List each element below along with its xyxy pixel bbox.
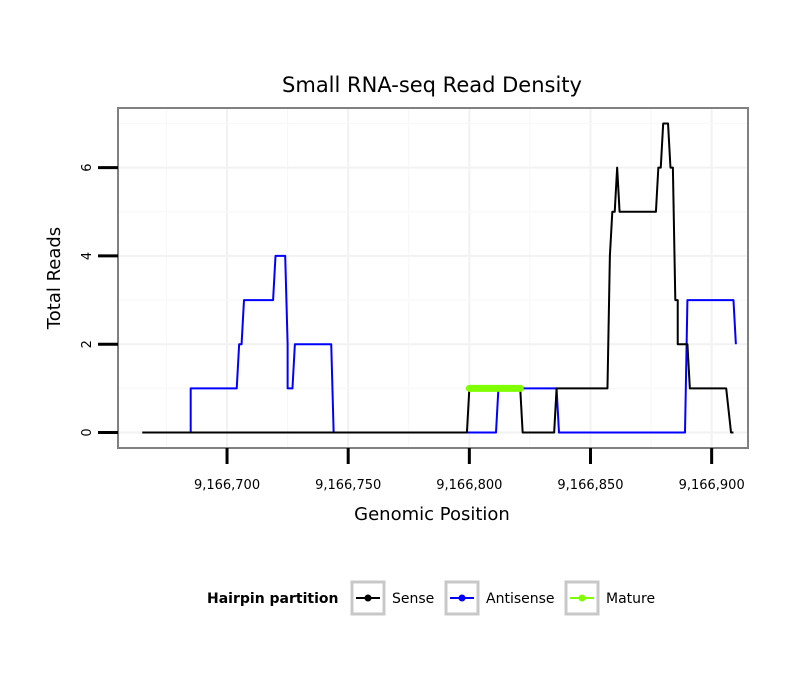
legend-key-dot xyxy=(458,594,466,602)
y-tick-label: 6 xyxy=(80,163,95,171)
x-tick-label: 9,166,750 xyxy=(315,478,381,493)
y-axis: 0 2 4 6 xyxy=(80,163,118,437)
legend-key-dot xyxy=(364,594,372,602)
y-tick-label: 2 xyxy=(80,340,95,348)
legend-label-sense: Sense xyxy=(392,591,434,607)
plot-panel xyxy=(118,108,748,448)
plot-border xyxy=(117,107,749,449)
y-axis-title: Total Reads xyxy=(44,227,65,330)
x-tick-label: 9,166,900 xyxy=(679,478,745,493)
series-lines xyxy=(142,122,737,434)
x-axis: 9,166,700 9,166,750 9,166,800 9,166,850 9,16… xyxy=(194,448,745,493)
x-tick-label: 9,166,800 xyxy=(436,478,502,493)
series-line-sense xyxy=(142,122,734,434)
legend-label-mature: Mature xyxy=(606,591,655,607)
x-tick-label: 9,166,850 xyxy=(557,478,623,493)
y-tick-label: 0 xyxy=(80,428,95,436)
legend-title: Hairpin partition xyxy=(207,591,338,607)
chart-title: Small RNA-seq Read Density xyxy=(282,73,582,97)
legend: Hairpin partition Sense Antisense Mature xyxy=(207,580,655,616)
x-axis-title: Genomic Position xyxy=(354,504,510,525)
legend-key-dot xyxy=(578,594,586,602)
y-tick-label: 4 xyxy=(80,252,95,260)
series-line-antisense xyxy=(189,254,737,434)
x-tick-label: 9,166,700 xyxy=(194,478,260,493)
legend-label-antisense: Antisense xyxy=(486,591,555,607)
